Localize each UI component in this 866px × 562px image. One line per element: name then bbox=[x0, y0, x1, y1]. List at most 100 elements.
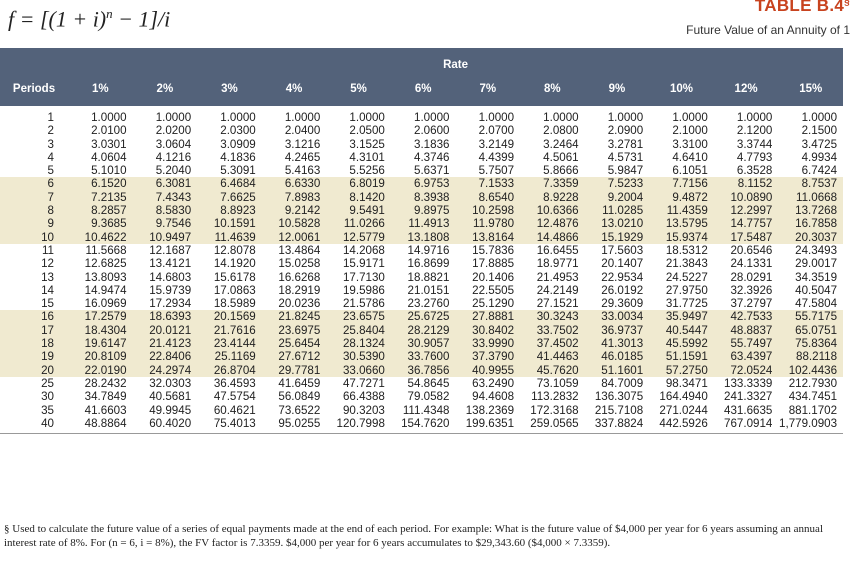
factor-cell: 17.5487 bbox=[713, 230, 779, 244]
factor-cell: 4.5061 bbox=[543, 150, 579, 164]
factor-cell: 16.7858 bbox=[778, 217, 844, 231]
factor-cell: 8.9228 bbox=[520, 190, 585, 205]
factor-cell: 241.3327 bbox=[724, 390, 773, 404]
factor-cell: 212.7930 bbox=[788, 376, 838, 390]
factor-cell: 28.1324 bbox=[326, 337, 391, 351]
factor-cell: 11.4359 bbox=[649, 204, 714, 218]
period-cell: 10 bbox=[0, 230, 68, 244]
factor-cell: 14.4866 bbox=[520, 230, 585, 244]
factor-cell: 41.6459 bbox=[278, 376, 321, 390]
factor-cell: 10.4622 bbox=[68, 230, 133, 244]
factor-cell: 5.8666 bbox=[543, 164, 579, 178]
factor-cell: 98.3471 bbox=[665, 376, 708, 390]
column-header: Periods bbox=[0, 72, 68, 106]
column-header: 10% bbox=[649, 72, 714, 106]
period-cell: 8 bbox=[0, 204, 68, 218]
factor-cell: 7.2135 bbox=[68, 190, 133, 205]
factor-cell: 49.9945 bbox=[149, 403, 192, 417]
column-header: 1% bbox=[68, 72, 133, 106]
factor-cell: 51.1591 bbox=[649, 350, 714, 364]
factor-cell: 33.9990 bbox=[455, 337, 521, 351]
factor-cell: 172.3168 bbox=[530, 403, 579, 417]
factor-cell: 1.0000 bbox=[91, 111, 127, 124]
factor-cell: 22.5505 bbox=[472, 283, 515, 297]
factor-cell: 15.9171 bbox=[342, 257, 385, 271]
period-cell: 15 bbox=[41, 297, 54, 311]
factor-cell: 15.7836 bbox=[472, 243, 515, 257]
factor-cell: 30.9057 bbox=[390, 337, 456, 351]
factor-cell: 37.3790 bbox=[455, 350, 521, 364]
factor-cell: 20.0236 bbox=[278, 297, 321, 311]
factor-cell: 26.0192 bbox=[601, 283, 644, 297]
factor-cell: 75.4013 bbox=[213, 416, 256, 430]
factor-cell: 12.0061 bbox=[261, 230, 327, 244]
factor-cell: 90.3203 bbox=[342, 403, 385, 417]
factor-cell: 4.0604 bbox=[91, 150, 127, 164]
formula: f = [(1 + i)n − 1]/i bbox=[8, 6, 170, 32]
period-cell: 19 bbox=[0, 350, 68, 364]
factor-cell: 6.1051 bbox=[672, 164, 708, 178]
factor-cell: 5.5256 bbox=[349, 164, 385, 178]
factor-cell: 23.2760 bbox=[407, 297, 450, 311]
factor-cell: 20.0121 bbox=[132, 323, 198, 338]
factor-cell: 6.7424 bbox=[801, 164, 838, 178]
factor-cell: 5.6371 bbox=[414, 164, 450, 178]
factor-cell: 4.1216 bbox=[155, 150, 192, 164]
factor-cell: 12.1687 bbox=[149, 243, 192, 257]
factor-cell: 14.2068 bbox=[342, 243, 385, 257]
factor-cell: 13.0210 bbox=[584, 217, 650, 231]
factor-cell: 3.2464 bbox=[543, 137, 579, 151]
factor-cell: 3.1216 bbox=[284, 137, 321, 151]
factor-cell: 20.8109 bbox=[68, 350, 133, 364]
factor-cell: 40.5681 bbox=[149, 390, 192, 404]
factor-cell: 1.0000 bbox=[672, 111, 708, 124]
factor-cell: 29.7781 bbox=[261, 363, 327, 377]
factor-cell: 29.0017 bbox=[795, 257, 838, 271]
period-cell: 35 bbox=[41, 403, 54, 417]
factor-cell: 15.1929 bbox=[584, 230, 650, 244]
table-row: 25 28.2432 32.0303 36.4593 41.6459 47.7271 54.… bbox=[0, 377, 843, 390]
column-header: 9% bbox=[584, 72, 650, 106]
factor-cell: 2.0900 bbox=[607, 124, 644, 138]
factor-cell: 29.3609 bbox=[601, 297, 644, 311]
factor-cell: 10.0890 bbox=[713, 190, 779, 205]
factor-cell: 7.6625 bbox=[197, 190, 262, 205]
factor-cell: 31.7725 bbox=[665, 297, 708, 311]
factor-cell: 199.6351 bbox=[465, 416, 515, 430]
factor-cell: 25.1169 bbox=[197, 350, 262, 364]
factor-cell: 63.4397 bbox=[713, 350, 779, 364]
factor-cell: 10.1591 bbox=[197, 217, 262, 231]
factor-cell: 7.3359 bbox=[520, 177, 585, 191]
factor-cell: 136.3075 bbox=[594, 390, 644, 404]
factor-cell: 20.1406 bbox=[472, 270, 515, 284]
table-row: 15 16.0969 17.2934 18.5989 20.0236 21.5786 23.… bbox=[0, 297, 843, 310]
factor-cell: 13.1808 bbox=[390, 230, 456, 244]
factor-cell: 36.7856 bbox=[390, 363, 456, 377]
factor-cell: 48.8837 bbox=[713, 323, 779, 338]
factor-cell: 111.4348 bbox=[402, 403, 450, 417]
factor-cell: 4.3101 bbox=[349, 150, 385, 164]
factor-cell: 138.2369 bbox=[465, 403, 515, 417]
period-cell: 3 bbox=[47, 137, 54, 151]
factor-cell: 30.3243 bbox=[520, 310, 585, 324]
factor-cell: 12.2997 bbox=[713, 204, 779, 218]
factor-cell: 4.1836 bbox=[220, 150, 256, 164]
factor-cell: 25.8404 bbox=[326, 323, 391, 338]
factor-cell: 6.3081 bbox=[132, 177, 198, 191]
factor-cell: 13.4864 bbox=[278, 243, 321, 257]
factor-cell: 14.6803 bbox=[149, 270, 192, 284]
factor-cell: 1.0000 bbox=[349, 111, 385, 124]
annuity-table: Rate Periods 1% 2% 3% 4% 5% 6% 7% 8% 9% 10% 12% 15% 1 1… bbox=[0, 48, 844, 433]
factor-cell: 13.7268 bbox=[778, 204, 844, 218]
factor-cell: 40.5047 bbox=[795, 283, 838, 297]
factor-cell: 55.7497 bbox=[713, 337, 779, 351]
factor-cell: 22.0190 bbox=[68, 363, 133, 377]
factor-cell: 13.5795 bbox=[649, 217, 714, 231]
factor-cell: 4.2465 bbox=[284, 150, 321, 164]
factor-cell: 4.5731 bbox=[607, 150, 644, 164]
footnote: § Used to calculate the future value of … bbox=[4, 523, 824, 549]
factor-cell: 47.5754 bbox=[213, 390, 256, 404]
factor-cell: 215.7108 bbox=[594, 403, 644, 417]
factor-cell: 4.6410 bbox=[672, 150, 708, 164]
